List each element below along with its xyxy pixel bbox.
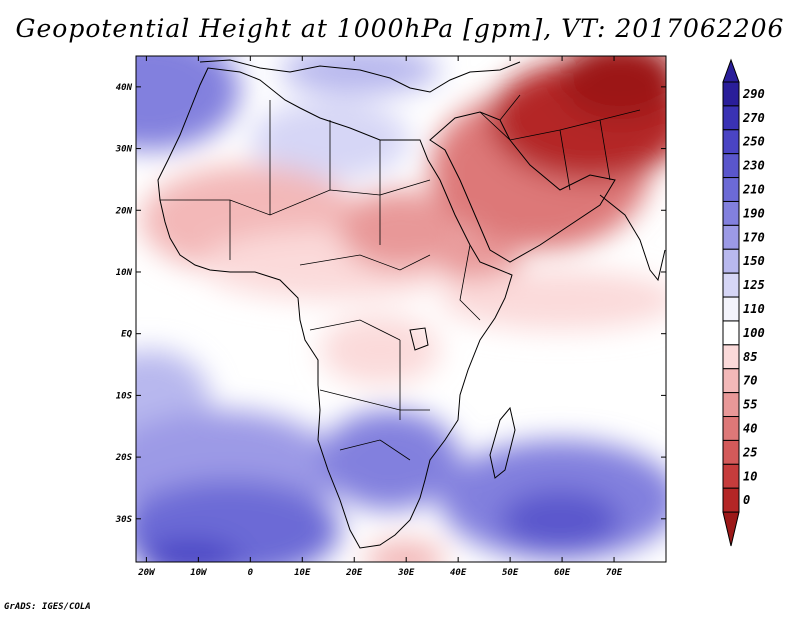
field-blob-indian [440, 270, 666, 330]
colorbar-label: 250 [742, 135, 765, 149]
field-blob-ne [560, 56, 666, 120]
field-blob-south-tip [365, 540, 445, 562]
colorbar-label: 210 [742, 183, 765, 197]
x-tick-label: 50E [502, 568, 519, 578]
axis-ticks [136, 56, 666, 562]
y-tick-label: 40N [116, 83, 133, 93]
colorbar-segment [722, 463, 740, 489]
y-tick-label: EQ [121, 330, 132, 340]
country-borders [160, 94, 641, 461]
colorbar-segment [722, 200, 740, 226]
colorbar-segment [722, 439, 740, 465]
x-axis-labels: 20W 10W 0 10E 20E 30E 40E 50E 60E 70E [137, 568, 622, 578]
height-field [136, 56, 666, 562]
colorbar-segment [722, 344, 740, 370]
colorbar-label: 190 [743, 206, 765, 220]
arabia-coastline [429, 111, 616, 263]
colorbar-segment [722, 368, 740, 394]
india-coastline [599, 194, 666, 282]
x-tick-label: 0 [248, 568, 254, 578]
field-blob-horn [440, 235, 520, 285]
x-tick-label: 60E [554, 568, 571, 578]
colorbar-label: 270 [742, 111, 765, 125]
field-blob-se-deep [500, 490, 620, 550]
field-blob-sudan [340, 190, 460, 270]
colorbar-segment [722, 177, 740, 202]
x-tick-label: 10E [294, 568, 311, 578]
colorbar-label: 0 [743, 493, 750, 507]
colorbar-label: 150 [743, 254, 765, 268]
lake-victoria [409, 327, 429, 351]
colorbar-segment [722, 224, 740, 250]
x-tick-label: 40E [450, 568, 467, 578]
colorbar-segment [722, 392, 740, 418]
colorbar-segment [722, 416, 740, 441]
colorbar-label: 125 [743, 278, 765, 292]
colorbar-segment [722, 320, 740, 346]
colorbar-label: 170 [743, 230, 765, 244]
colorbar-label: 70 [743, 374, 757, 388]
y-tick-label: 30S [115, 515, 133, 525]
plot-frame [135, 55, 667, 563]
africa-coastline [157, 67, 513, 549]
colorbar-segment [722, 296, 740, 322]
colorbar-label: 25 [742, 445, 757, 459]
y-tick-label: 20N [115, 206, 133, 216]
y-tick-label: 10N [116, 268, 133, 278]
colorbar-segment [722, 129, 740, 155]
colorbar-label: 290 [742, 87, 765, 101]
y-tick-label: 10S [116, 391, 133, 401]
colorbar-segment [722, 81, 740, 107]
colorbar-label: 40 [743, 421, 757, 435]
colorbar-top-arrow [722, 58, 740, 83]
field-blob-nw [136, 56, 240, 150]
x-tick-label: 30E [397, 568, 415, 578]
colorbar-label: 100 [743, 326, 765, 340]
field-blob-central-africa [320, 315, 440, 385]
colorbar-label: 55 [743, 398, 757, 412]
colorbar: 2902702502302101901701501251101008570554… [722, 58, 765, 547]
field-blob-southern-africa [320, 410, 460, 510]
colorbar-segment [722, 153, 740, 179]
colorbar-label: 10 [743, 469, 757, 483]
y-tick-label: 30N [115, 145, 133, 155]
colorbar-segment [722, 248, 740, 274]
europe-coastline [199, 59, 521, 93]
colorbar-segment [722, 272, 740, 298]
field-blob-sw [136, 480, 340, 562]
colorbar-label: 85 [743, 350, 757, 364]
chart-title: Geopotential Height at 1000hPa [gpm], VT… [15, 14, 785, 43]
grads-credit: GrADS: IGES/COLA [4, 602, 91, 612]
y-axis-labels: 40N 30N 20N 10N EQ 10S 20S 30S [115, 83, 133, 525]
colorbar-segment [722, 487, 740, 513]
colorbar-label: 230 [742, 159, 765, 173]
colorbar-bottom-arrow [722, 511, 740, 547]
coastlines [157, 59, 666, 549]
colorbar-label: 110 [743, 302, 765, 316]
x-tick-label: 20E [345, 568, 363, 578]
field-blob-south-deep [140, 540, 240, 562]
x-tick-label: 20W [137, 568, 156, 578]
x-tick-label: 10W [190, 568, 208, 578]
y-tick-label: 20S [115, 453, 133, 463]
madagascar-coastline [489, 406, 516, 479]
x-tick-label: 70E [606, 568, 623, 578]
colorbar-segment [722, 105, 740, 131]
